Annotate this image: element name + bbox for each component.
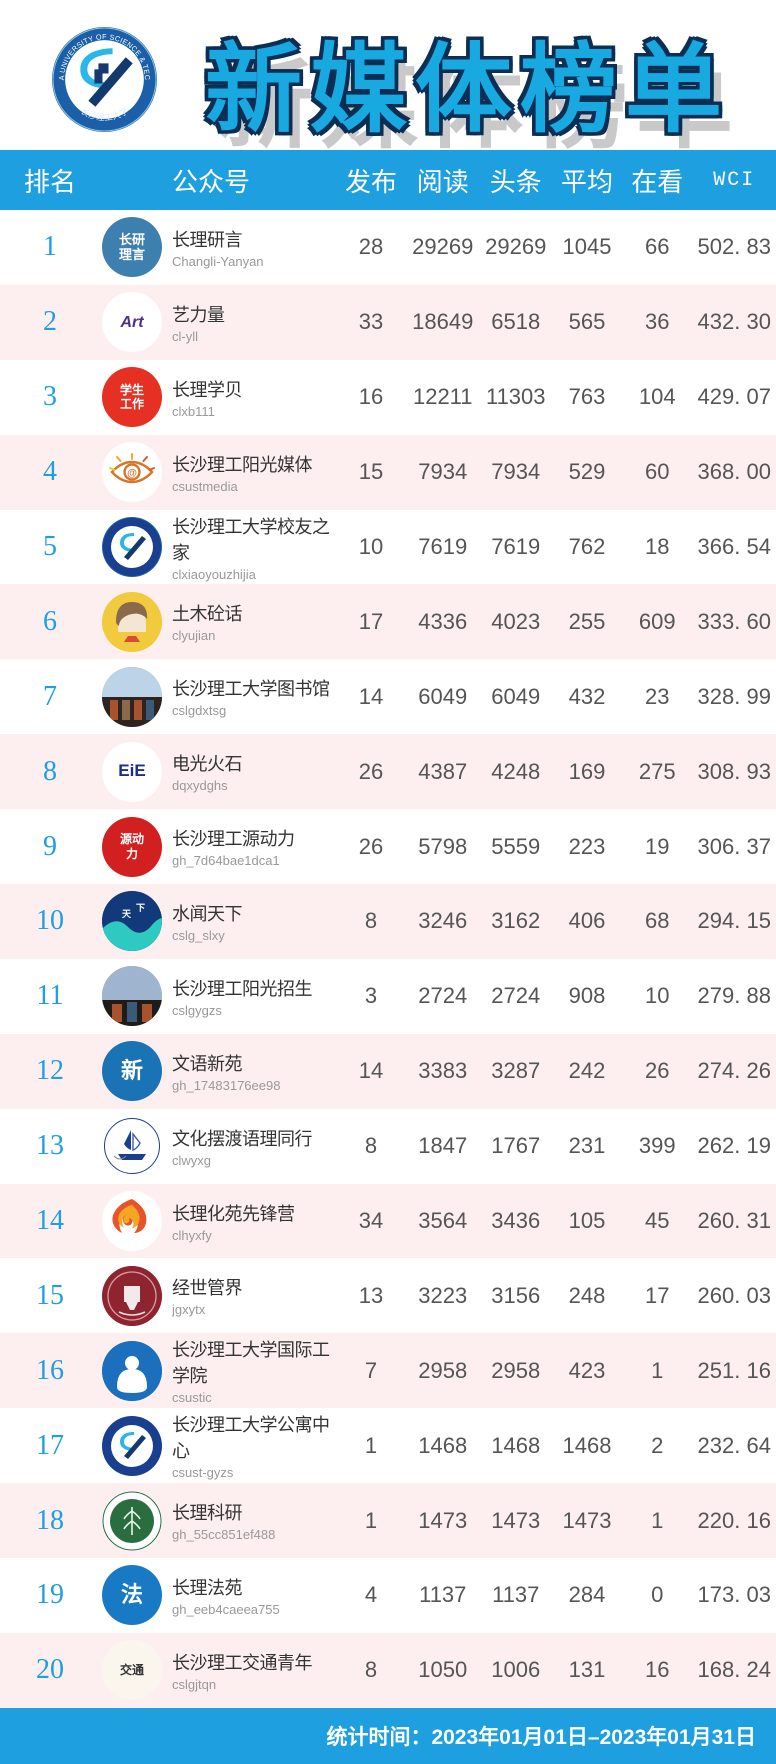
svg-text:@: @ [127,468,137,479]
svg-text:下: 下 [136,903,145,913]
svg-text:天: 天 [122,909,132,919]
